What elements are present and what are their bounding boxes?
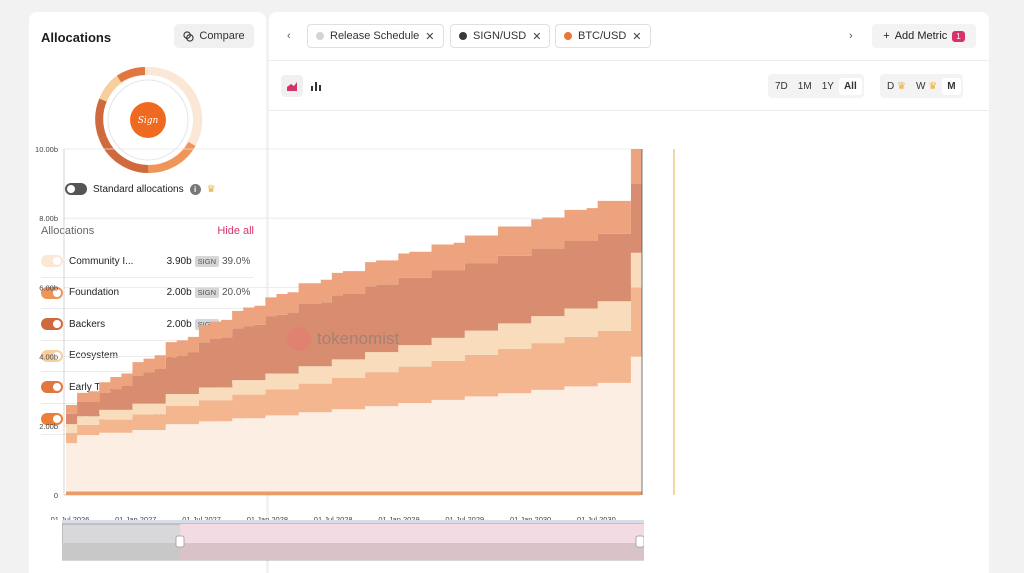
close-icon[interactable]: ✕ (632, 30, 642, 43)
compare-icon (183, 30, 195, 42)
range-option[interactable]: 7D (775, 80, 788, 92)
standard-allocations-label: Standard allocations (93, 183, 184, 195)
x-tick-label: 01 Jul 2028 (314, 515, 353, 520)
chart-type-switch (281, 75, 327, 97)
chart-range-navigator[interactable] (62, 517, 644, 562)
navigator-handle-right (635, 535, 644, 548)
watermark-text: tokenomist (317, 329, 400, 348)
granularity-option[interactable]: W ♛ (911, 78, 942, 95)
x-tick-label: 01 Jan 2027 (115, 515, 156, 520)
allocation-percent: 20.0% (222, 287, 251, 299)
area-series (66, 149, 642, 414)
area-series (66, 356, 642, 492)
sign-logo (130, 102, 166, 138)
metric-count-badge: 1 (952, 30, 965, 42)
y-tick-label: 6.00b (39, 283, 58, 292)
chevron-left-icon[interactable]: ‹ (287, 30, 291, 42)
tokenomist-logo-icon (287, 327, 311, 351)
granularity-label: M (947, 80, 956, 92)
crown-icon: ♛ (925, 80, 938, 92)
granularity-label: W (915, 80, 926, 92)
allocation-amount: 2.00b (166, 318, 192, 330)
x-tick-label: 01 Jan 2028 (247, 515, 288, 520)
token-tag: SIGN (194, 318, 219, 330)
area-series (66, 252, 642, 433)
x-tick-label: 01 Jan 2030 (510, 515, 551, 520)
standard-allocations-toggle[interactable]: Standard allocations i ♛ (65, 183, 216, 195)
allocation-row: Foundation 2.00b SIGN 20.0% (41, 278, 254, 309)
tab-label: BTC/USD (578, 30, 627, 42)
info-icon[interactable]: i (189, 183, 201, 195)
series-color-dot (316, 32, 324, 40)
navigator-handle-left (175, 535, 185, 548)
time-range-selector: 7D 1M 1Y All (768, 74, 864, 98)
allocations-list-label: Allocations (41, 225, 95, 237)
granularity-label: D (887, 80, 895, 92)
y-tick-label: 4.00b (39, 353, 58, 362)
chart-toolbar: 7D 1M 1Y All D ♛ W ♛ M (269, 61, 989, 111)
compare-button[interactable]: Compare (174, 24, 254, 48)
range-option[interactable]: 1Y (821, 80, 834, 92)
panel-title: Allocations (41, 30, 112, 45)
y-tick-label: 10.00b (35, 145, 58, 154)
crown-icon: ♛ (894, 80, 906, 92)
x-tick-label: 01 Jul 2027 (182, 515, 221, 520)
allocation-amount: 2.00b (166, 287, 192, 299)
series-color-dot (459, 32, 467, 40)
allocation-percent: 39.0% (222, 255, 251, 267)
x-tick-label: 01 Jul 2030 (577, 515, 616, 520)
close-icon[interactable]: ✕ (532, 30, 542, 43)
y-tick-label: 8.00b (39, 214, 58, 223)
allocations-header: Allocations Hide all (41, 225, 254, 237)
range-option[interactable]: All (838, 77, 862, 95)
metric-tab-bar: ‹ Release Schedule ✕ SIGN/USD ✕ BTC/USD … (269, 12, 989, 61)
allocation-toggle[interactable] (41, 412, 63, 425)
area-series (66, 183, 642, 425)
allocation-row: Community I... 3.90b SIGN 39.0% (41, 246, 254, 278)
x-tick-label: 01 Jul 2026 (51, 515, 90, 520)
close-icon[interactable]: ✕ (425, 30, 435, 43)
granularity-option[interactable]: M (942, 77, 961, 95)
granularity-selector: D ♛ W ♛ M (880, 74, 963, 98)
compare-label: Compare (199, 30, 245, 42)
allocation-toggle[interactable] (41, 286, 63, 299)
add-metric-label: Add Metric (894, 30, 948, 42)
release-schedule-chart: 0 2.00b 4.00b 6.00b 8.00b 10.00b 01 Jul 2026 01… (35, 145, 675, 520)
tab-label: Release Schedule (330, 30, 420, 42)
token-tag: SIGN (194, 287, 219, 299)
area-series (66, 287, 642, 444)
x-tick-label: 01 Jul 2029 (445, 515, 484, 520)
allocation-amount: 3.90b (166, 255, 192, 267)
allocation-toggle[interactable] (41, 349, 63, 362)
granularity-option[interactable]: D ♛ (882, 78, 911, 95)
chevron-right-icon[interactable]: › (849, 30, 853, 42)
hide-all-link[interactable]: Hide all (217, 225, 254, 237)
tab-btc-usd[interactable]: BTC/USD ✕ (555, 24, 651, 48)
area-chart-icon (287, 82, 297, 91)
allocation-toggle[interactable] (41, 255, 63, 268)
range-option[interactable]: 1M (797, 80, 812, 92)
allocation-toggle[interactable] (41, 318, 63, 331)
area-series (66, 491, 642, 495)
y-tick-label: 2.00b (39, 422, 58, 431)
tab-release-schedule[interactable]: Release Schedule ✕ (307, 24, 444, 48)
logo-text: Sign (138, 116, 159, 126)
allocation-toggle[interactable] (41, 381, 63, 394)
add-metric-button[interactable]: + Add Metric 1 (872, 24, 976, 48)
tab-label: SIGN/USD (473, 30, 527, 42)
tab-sign-usd[interactable]: SIGN/USD ✕ (450, 24, 551, 48)
bar-chart-icon (311, 82, 321, 91)
y-tick-label: 0 (54, 491, 58, 500)
watermark: tokenomist (287, 327, 399, 351)
toggle-switch[interactable] (65, 183, 87, 195)
token-tag: SIGN (194, 255, 219, 267)
area-chart-button[interactable] (281, 75, 303, 97)
crown-icon: ♛ (206, 183, 216, 195)
plus-icon: + (883, 30, 890, 42)
bar-chart-button[interactable] (305, 75, 327, 97)
series-color-dot (564, 32, 572, 40)
allocation-donut-chart: Sign (95, 66, 203, 174)
x-tick-label: 01 Jan 2029 (378, 515, 419, 520)
